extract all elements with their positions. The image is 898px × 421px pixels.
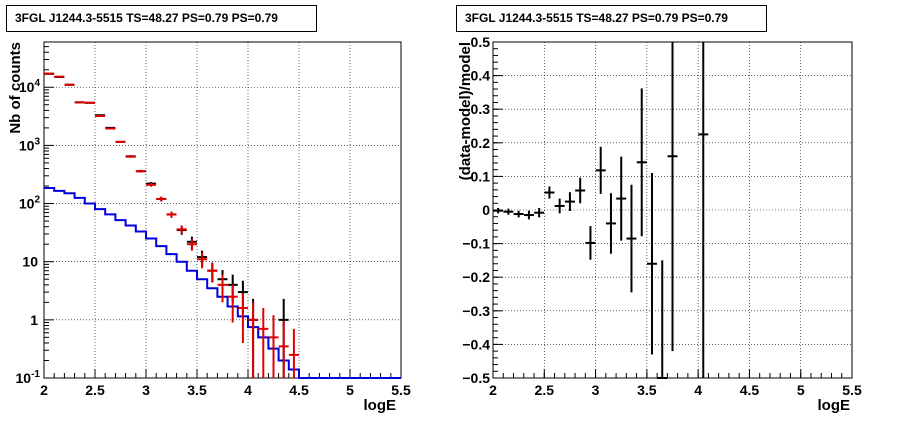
right-ytick-label: −0.4 <box>462 336 490 352</box>
residual-point <box>605 193 616 254</box>
left-ytick-label: 104 <box>19 78 41 95</box>
residual-point <box>657 260 668 379</box>
model-point <box>288 328 299 378</box>
right-xtick-label: 3.5 <box>637 382 657 398</box>
residual-point <box>564 192 575 212</box>
left-xtick-label: 3.5 <box>187 382 207 398</box>
right-ytick-label: 0.5 <box>471 34 491 50</box>
residual-point <box>667 42 678 352</box>
residual-point <box>503 208 514 215</box>
model-point <box>74 101 85 104</box>
model-point <box>156 196 167 202</box>
right-chart-title: 3FGL J1244.3-5515 TS=48.27 PS=0.79 PS=0.… <box>456 5 767 32</box>
model-point <box>248 302 259 378</box>
left-xtick-label: 4.5 <box>289 382 309 398</box>
model-point <box>227 284 238 323</box>
residual-point <box>698 42 709 378</box>
model-point <box>237 292 248 343</box>
left-xtick-label: 5 <box>346 382 354 398</box>
right-ytick-label: 0.4 <box>471 68 491 84</box>
right-ytick-label: 0.3 <box>471 101 491 117</box>
left-ytick-label: 1 <box>30 312 38 328</box>
model-point <box>217 274 228 303</box>
left-ytick-label: 103 <box>19 136 41 153</box>
residual-point <box>646 173 657 355</box>
left-chart-title: 3FGL J1244.3-5515 TS=48.27 PS=0.79 PS=0.… <box>6 5 317 32</box>
model-point <box>125 155 136 158</box>
left-xtick-label: 2 <box>40 382 48 398</box>
right-x-axis-label: logE <box>818 397 851 414</box>
residual-point <box>595 146 606 194</box>
residual-point <box>493 207 504 214</box>
model-point <box>135 169 146 173</box>
left-xtick-label: 2.5 <box>85 382 105 398</box>
model-point <box>146 183 157 187</box>
model-point <box>197 252 208 269</box>
right-xtick-label: 4.5 <box>740 382 760 398</box>
right-xtick-label: 4 <box>694 382 702 398</box>
right-xtick-label: 3 <box>592 382 600 398</box>
residual-point <box>636 88 647 237</box>
left-xtick-label: 4 <box>244 382 252 398</box>
right-xtick-label: 2.5 <box>535 382 555 398</box>
right-y-axis-label: (data-model)/model <box>457 42 474 180</box>
residual-point <box>534 207 545 218</box>
right-ytick-label: −0.2 <box>462 269 490 285</box>
right-ytick-label: −0.5 <box>462 370 490 386</box>
right-xtick-label: 2 <box>489 382 497 398</box>
residual-point <box>513 210 524 218</box>
model-point <box>258 307 269 378</box>
right-xtick-label: 5 <box>797 382 805 398</box>
residual-point <box>544 186 555 199</box>
left-ytick-label: 10 <box>22 254 38 270</box>
model-point <box>278 321 289 378</box>
left-ytick-label: 10-1 <box>16 369 41 386</box>
right-ytick-label: −0.3 <box>462 303 490 319</box>
model-point <box>166 211 177 218</box>
model-point <box>95 115 106 118</box>
left-xtick-label: 5.5 <box>391 382 411 398</box>
left-x-axis-label: logE <box>364 397 397 414</box>
model-point <box>176 225 187 234</box>
residual-point <box>626 184 637 293</box>
right-ytick-label: 0.2 <box>471 135 491 151</box>
model-point <box>115 140 126 143</box>
model-point <box>186 239 197 251</box>
left-y-axis-label: Nb of counts <box>7 42 24 134</box>
right-ytick-label: 0 <box>482 202 490 218</box>
left-ytick-label: 102 <box>19 195 41 212</box>
residual-point <box>575 177 586 204</box>
right-xtick-label: 5.5 <box>842 382 862 398</box>
model-point <box>268 315 279 378</box>
residual-point <box>554 198 565 214</box>
model-point <box>207 262 218 283</box>
residual-point <box>616 156 627 241</box>
residual-point <box>523 210 534 220</box>
model-point <box>105 127 116 130</box>
residual-point <box>585 226 596 260</box>
model-point <box>84 101 95 104</box>
right-ytick-label: −0.1 <box>462 236 490 252</box>
left-xtick-label: 3 <box>142 382 150 398</box>
right-ytick-label: 0.1 <box>471 168 491 184</box>
